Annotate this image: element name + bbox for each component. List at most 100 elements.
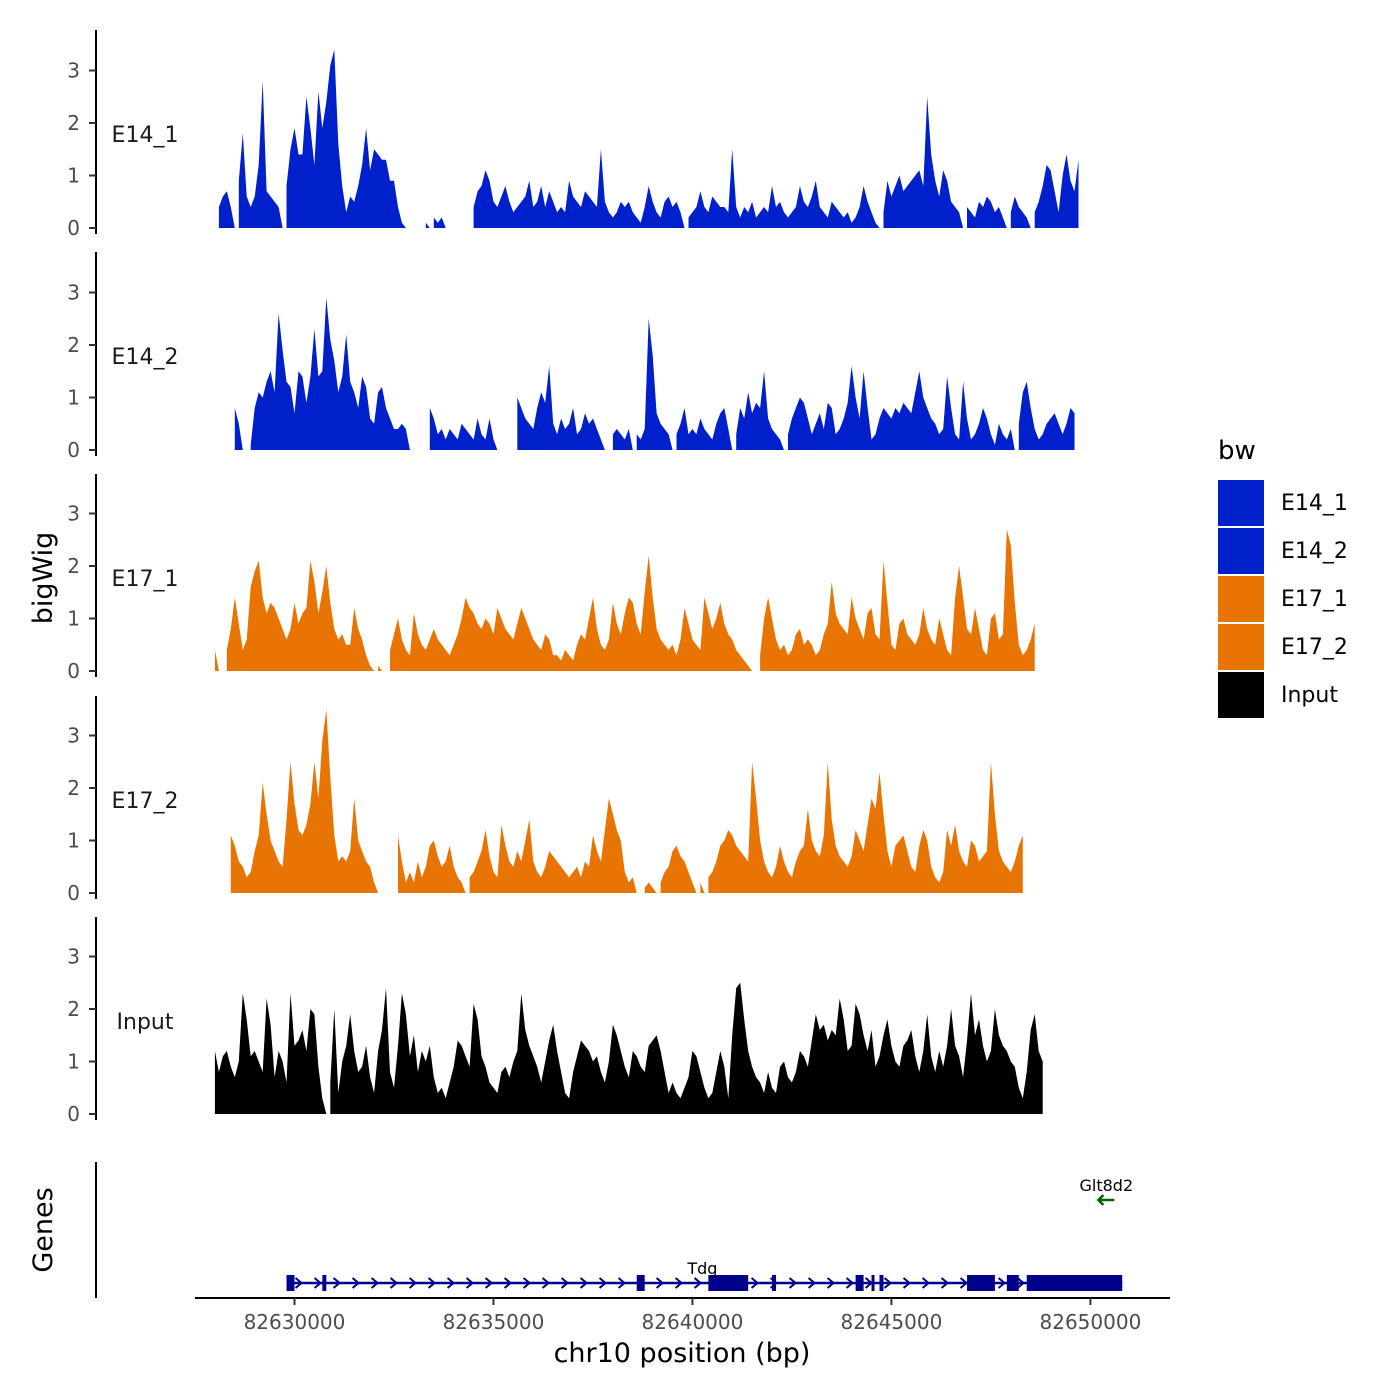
strand-chevron: [693, 1277, 703, 1289]
track-e14-1: 0 1 2 3 E14_1: [67, 30, 1079, 240]
x-axis-title: chr10 position (bp): [554, 1338, 811, 1369]
x-tick-label: 82640000: [642, 1310, 744, 1334]
strand-chevron: [351, 1277, 361, 1289]
gene-glt8d2: Glt8d2: [1080, 1176, 1134, 1206]
strand-chevron: [617, 1277, 627, 1289]
strand-chevron: [503, 1277, 513, 1289]
track-label: E14_1: [112, 123, 179, 148]
strand-chevron: [427, 1277, 437, 1289]
y-tick-label: 1: [67, 829, 80, 853]
x-tick-label: 82635000: [443, 1310, 545, 1334]
gene-exon: [772, 1275, 777, 1291]
gene-strand-arrow-icon: [1096, 1194, 1115, 1206]
strand-chevron: [389, 1277, 399, 1289]
gene-name-label: Tdg: [686, 1259, 717, 1278]
track-label: Input: [117, 1010, 174, 1035]
strand-chevron: [940, 1277, 950, 1289]
track-label: E17_2: [112, 789, 179, 814]
gene-exon: [1026, 1275, 1123, 1291]
x-tick-label: 82645000: [841, 1310, 943, 1334]
strand-chevron: [997, 1277, 1007, 1289]
legend-label: E17_2: [1281, 635, 1348, 660]
strand-chevron: [845, 1277, 855, 1289]
y-tick-label: 2: [67, 333, 80, 357]
y-tick-label: 3: [67, 59, 80, 83]
y-tick-label: 2: [67, 111, 80, 135]
strand-chevron: [883, 1277, 893, 1289]
y-tick-label: 3: [67, 945, 80, 969]
x-axis: 82630000 82635000 82640000 82645000 82650000…: [195, 1297, 1170, 1369]
gene-models: Tdg Glt8d2: [286, 1176, 1134, 1291]
y-tick-label: 2: [67, 997, 80, 1021]
signal-area-e17-2: [230, 709, 1023, 893]
y-tick-label: 3: [67, 724, 80, 748]
strand-chevron: [674, 1277, 684, 1289]
legend-label: Input: [1281, 683, 1338, 708]
strand-chevron: [655, 1277, 665, 1289]
y-tick-label: 3: [67, 502, 80, 526]
strand-chevron: [541, 1277, 551, 1289]
signal-area-e14-2: [234, 297, 1075, 450]
strand-chevron: [807, 1277, 817, 1289]
y-tick-label: 0: [67, 881, 80, 905]
legend-items: E14_1 E14_2 E17_1 E17_2 Input: [1218, 480, 1348, 718]
legend-swatch: [1218, 528, 1264, 574]
gene-tdg: Tdg: [286, 1259, 1123, 1291]
gene-exon: [636, 1275, 645, 1291]
y-tick-label: 2: [67, 776, 80, 800]
gene-exon: [855, 1275, 864, 1291]
legend-item-input: Input: [1218, 672, 1338, 718]
strand-chevron: [313, 1277, 323, 1289]
gene-exon: [871, 1275, 875, 1291]
gene-exon: [1006, 1275, 1019, 1291]
strand-chevron: [408, 1277, 418, 1289]
signal-area-e14-1: [218, 49, 1079, 228]
gene-exon: [879, 1275, 884, 1291]
gene-exon: [322, 1275, 327, 1291]
strand-chevron: [959, 1277, 969, 1289]
legend-swatch: [1218, 672, 1264, 718]
legend: bw E14_1 E14_2 E17_1 E17_2 Input: [1218, 436, 1348, 718]
strand-chevron: [598, 1277, 608, 1289]
strand-chevron: [579, 1277, 589, 1289]
legend-swatch: [1218, 576, 1264, 622]
strand-chevron: [1016, 1277, 1026, 1289]
strand-chevron: [484, 1277, 494, 1289]
legend-title: bw: [1218, 436, 1256, 466]
track-e14-2: 0 1 2 3 E14_2: [67, 252, 1075, 462]
y-tick-label: 0: [67, 216, 80, 240]
y-tick-label: 1: [67, 607, 80, 631]
strand-chevron: [826, 1277, 836, 1289]
legend-item-e14-2: E14_2: [1218, 528, 1348, 574]
y-axis-title: bigWig: [28, 532, 59, 625]
y-tick-label: 1: [67, 164, 80, 188]
y-tick-label: 1: [67, 1050, 80, 1074]
strand-chevron: [332, 1277, 342, 1289]
track-label: E17_1: [112, 567, 179, 592]
gene-exon: [967, 1275, 995, 1291]
legend-item-e17-2: E17_2: [1218, 624, 1348, 670]
strand-chevron: [788, 1277, 798, 1289]
track-e17-1: 0 1 2 3 E17_1: [67, 474, 1035, 683]
signal-tracks: 0 1 2 3 E14_1 0 1 2 3 E14_2 0 1 2 3 E17_1 0 1 2 3 E17_2 0 1 2 3…: [67, 30, 1079, 1126]
legend-label: E14_1: [1281, 491, 1348, 516]
legend-swatch: [1218, 480, 1264, 526]
gene-name-label: Glt8d2: [1080, 1176, 1134, 1195]
strand-chevron: [370, 1277, 380, 1289]
track-e17-2: 0 1 2 3 E17_2: [67, 696, 1023, 905]
legend-label: E14_2: [1281, 539, 1348, 564]
strand-chevron: [902, 1277, 912, 1289]
signal-area-input: [214, 982, 1043, 1114]
y-tick-label: 2: [67, 554, 80, 578]
x-tick-label: 82650000: [1040, 1310, 1142, 1334]
strand-chevron: [446, 1277, 456, 1289]
strand-chevron: [294, 1277, 304, 1289]
y-tick-label: 1: [67, 386, 80, 410]
y-tick-label: 0: [67, 438, 80, 462]
legend-swatch: [1218, 624, 1264, 670]
track-input: 0 1 2 3 Input: [67, 917, 1043, 1126]
gene-track: Genes Tdg Glt8d2: [28, 1162, 1133, 1298]
x-axis-ticks: 82630000 82635000 82640000 82645000 82650000: [244, 1298, 1142, 1334]
